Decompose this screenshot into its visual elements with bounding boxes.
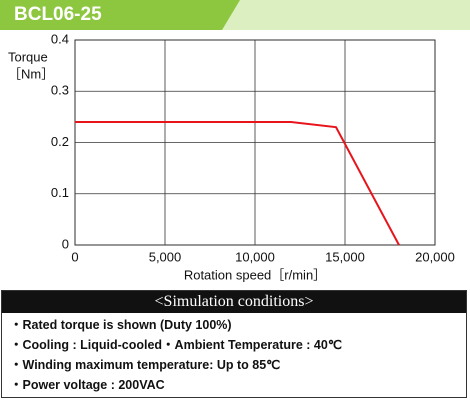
condition-item: ・Winding maximum temperature: Up to 85℃ — [10, 358, 281, 372]
x-tick-label: 20,000 — [415, 249, 455, 264]
y-tick-label: 0.3 — [51, 83, 69, 98]
condition-item: ・Cooling : Liquid-cooled・Ambient Tempera… — [10, 338, 342, 352]
x-tick-label: 5,000 — [149, 249, 182, 264]
y-axis-unit: ［Nm］ — [8, 66, 54, 81]
conditions-box: <Simulation conditions> ・Rated torque is… — [1, 290, 467, 398]
chart-title: BCL06-25 — [14, 4, 102, 25]
chart: BCL06-25 Torque ［Nm］ Rotation speed［r/mi… — [0, 0, 470, 282]
x-tick-label: 15,000 — [325, 249, 365, 264]
x-tick-label: 10,000 — [235, 249, 275, 264]
x-tick-label: 0 — [71, 249, 78, 264]
y-tick-label: 0 — [62, 236, 69, 251]
header-tab — [0, 0, 240, 30]
condition-item: ・Rated torque is shown (Duty 100%) — [10, 318, 232, 332]
y-axis-label: Torque — [8, 49, 48, 64]
y-tick-label: 0.1 — [51, 185, 69, 200]
x-axis-label: Rotation speed［r/min］ — [184, 267, 326, 282]
data-line — [75, 121, 400, 246]
y-tick-label: 0.4 — [51, 31, 69, 46]
condition-item: ・Power voltage : 200VAC — [10, 378, 165, 392]
y-tick-label: 0.2 — [51, 134, 69, 149]
conditions-title: <Simulation conditions> — [2, 291, 466, 313]
